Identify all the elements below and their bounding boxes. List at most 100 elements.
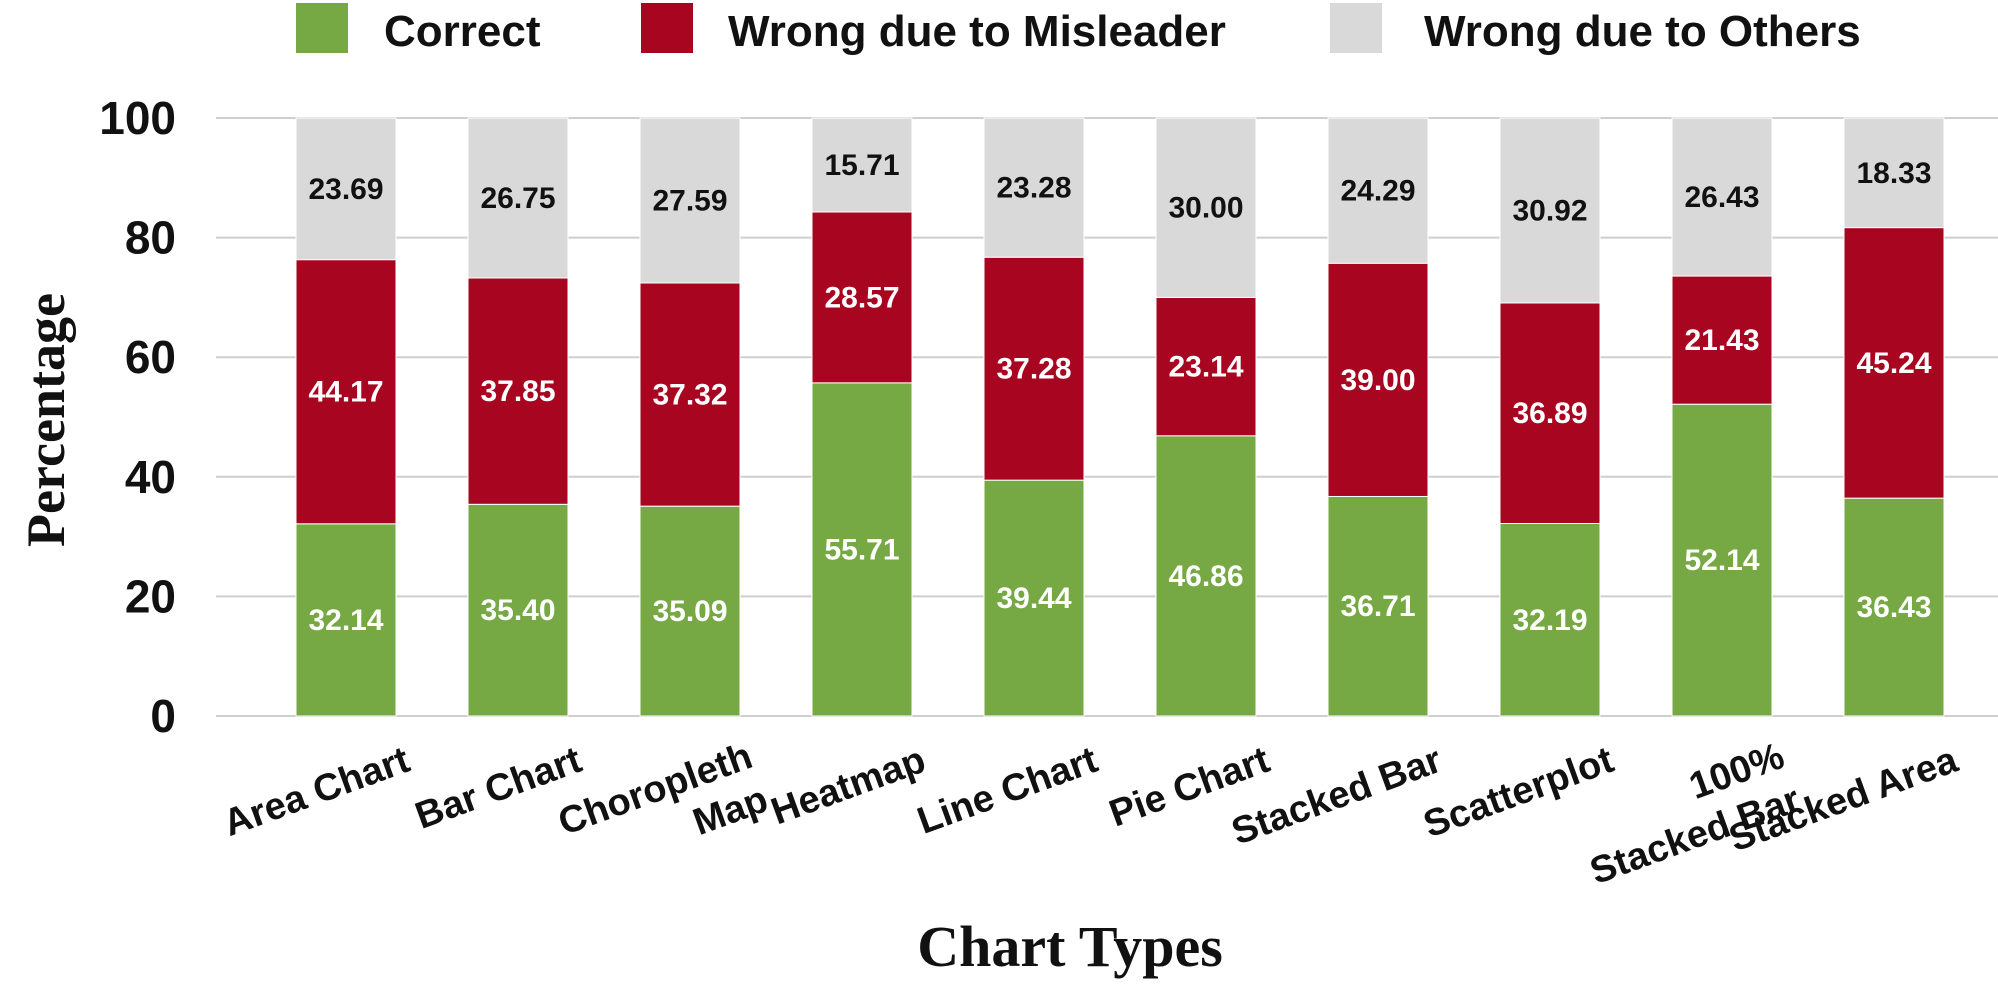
bar-segment <box>1327 262 1429 497</box>
data-label: 36.89 <box>1512 397 1587 430</box>
bar-segment <box>811 382 913 717</box>
legend-swatch <box>296 3 348 53</box>
svg-text:Scatterplot: Scatterplot <box>1418 739 1619 846</box>
svg-text:Line Chart: Line Chart <box>912 739 1103 843</box>
bar-segment <box>1843 497 1945 717</box>
bar-group: 32.19 36.89 30.92 <box>1499 117 1601 717</box>
y-tick-label: 40 <box>125 451 176 503</box>
legend: Correct Wrong due to Misleader Wrong due t… <box>296 3 1861 56</box>
data-label: 18.33 <box>1856 157 1931 190</box>
bar-group: 55.71 28.57 15.71 <box>811 117 913 717</box>
bar-segment <box>467 277 569 505</box>
bar-segment <box>467 117 569 279</box>
data-label: 28.57 <box>824 281 899 314</box>
data-label: 39.44 <box>996 582 1071 615</box>
y-tick-label: 0 <box>150 690 176 742</box>
data-label: 37.28 <box>996 353 1071 386</box>
y-tick-label: 20 <box>125 570 176 622</box>
bars: 32.14 44.17 23.69 35.40 37.85 26.75 35.09 37.32… <box>295 117 1945 717</box>
data-label: 45.24 <box>1856 347 1931 380</box>
bar-segment <box>1843 117 1945 229</box>
data-label: 32.19 <box>1512 604 1587 637</box>
data-label: 21.43 <box>1684 324 1759 357</box>
x-tick-label: Line Chart <box>912 739 1103 843</box>
legend-item: Correct <box>296 3 541 56</box>
y-axis-ticks: 0 20 40 60 80 100 <box>99 92 176 742</box>
data-label: 46.86 <box>1168 560 1243 593</box>
data-label: 24.29 <box>1340 175 1415 208</box>
x-axis-title: Chart Types <box>917 914 1223 979</box>
legend-swatch <box>641 3 693 53</box>
y-tick-label: 80 <box>125 212 176 264</box>
bar-segment <box>639 117 741 284</box>
bar-segment <box>295 523 397 717</box>
data-label: 55.71 <box>824 533 899 566</box>
data-label: 52.14 <box>1684 544 1759 577</box>
bar-segment <box>983 479 1085 717</box>
y-tick-label: 100 <box>99 92 176 144</box>
bar-group: 52.14 21.43 26.43 <box>1671 117 1773 717</box>
bar-segment <box>1155 435 1257 717</box>
bar-segment <box>295 259 397 525</box>
data-label: 35.09 <box>652 595 727 628</box>
data-label: 23.28 <box>996 172 1071 205</box>
bar-segment <box>295 117 397 261</box>
bar-group: 46.86 23.14 30.00 <box>1155 117 1257 717</box>
bar-segment <box>983 256 1085 481</box>
x-tick-label: ChoroplethMap <box>553 735 774 887</box>
bar-segment <box>1843 227 1945 499</box>
bar-segment <box>1499 117 1601 304</box>
bar-group: 36.71 39.00 24.29 <box>1327 117 1429 717</box>
legend-label: Correct <box>384 7 541 56</box>
data-label: 30.00 <box>1168 192 1243 225</box>
bar-segment <box>1327 495 1429 717</box>
bar-segment <box>1671 275 1773 405</box>
bar-group: 32.14 44.17 23.69 <box>295 117 397 717</box>
svg-text:Area Chart: Area Chart <box>218 739 415 845</box>
bar-segment <box>639 505 741 717</box>
x-tick-label: Scatterplot <box>1418 739 1619 846</box>
data-label: 32.14 <box>308 604 383 637</box>
bar-segment <box>1499 523 1601 717</box>
bar-group: 35.09 37.32 27.59 <box>639 117 741 717</box>
bar-group: 36.43 45.24 18.33 <box>1843 117 1945 717</box>
x-tick-label: Heatmap <box>766 739 931 833</box>
bar-segment <box>1155 296 1257 437</box>
data-label: 35.40 <box>480 594 555 627</box>
bar-segment <box>1155 117 1257 298</box>
bar-segment <box>983 117 1085 258</box>
svg-text:Heatmap: Heatmap <box>766 739 931 833</box>
data-label: 44.17 <box>308 376 383 409</box>
data-label: 23.14 <box>1168 351 1243 384</box>
bar-group: 39.44 37.28 23.28 <box>983 117 1085 717</box>
data-label: 37.85 <box>480 375 555 408</box>
data-label: 23.69 <box>308 173 383 206</box>
data-label: 37.32 <box>652 379 727 412</box>
data-label: 36.71 <box>1340 590 1415 623</box>
data-label: 30.92 <box>1512 194 1587 227</box>
bar-segment <box>811 211 913 384</box>
data-label: 26.43 <box>1684 181 1759 214</box>
bar-segment <box>1671 403 1773 717</box>
legend-swatch <box>1330 3 1382 53</box>
bar-segment <box>1499 302 1601 525</box>
legend-item: Wrong due to Others <box>1330 3 1861 56</box>
svg-text:ChoroplethMap: ChoroplethMap <box>553 735 774 887</box>
legend-label: Wrong due to Others <box>1424 7 1861 56</box>
data-label: 27.59 <box>652 184 727 217</box>
y-axis-title: Percentage <box>16 293 76 547</box>
bar-group: 35.40 37.85 26.75 <box>467 117 569 717</box>
bar-segment <box>1327 117 1429 264</box>
data-label: 26.75 <box>480 182 555 215</box>
data-label: 15.71 <box>824 149 899 182</box>
legend-label: Wrong due to Misleader <box>728 7 1226 56</box>
bar-segment <box>811 117 913 213</box>
y-tick-label: 60 <box>125 331 176 383</box>
bar-segment <box>1671 117 1773 277</box>
x-tick-label: Area Chart <box>218 739 415 845</box>
data-label: 39.00 <box>1340 364 1415 397</box>
data-label: 36.43 <box>1856 591 1931 624</box>
bar-segment <box>639 282 741 507</box>
